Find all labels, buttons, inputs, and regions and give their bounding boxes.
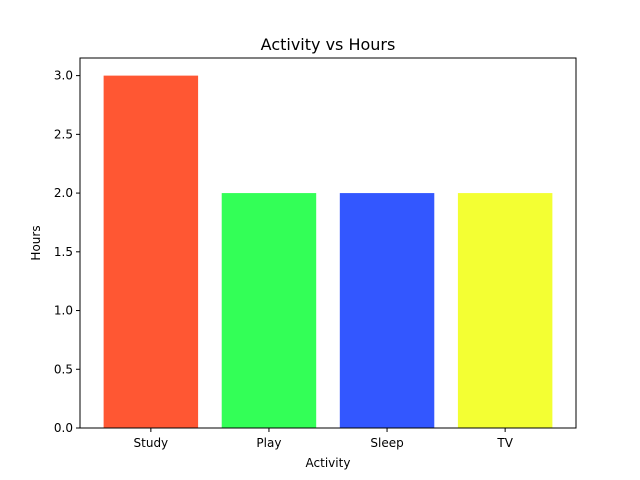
y-tick-label: 1.5 [54,245,73,259]
bar-sleep [339,193,435,428]
bars-layer [103,75,553,428]
chart-title: Activity vs Hours [261,35,396,54]
x-tick-label: TV [496,436,513,450]
bar-study [103,75,199,428]
bar-tv [457,193,553,428]
y-tick-label: 0.5 [54,362,73,376]
y-tick-label: 1.0 [54,304,73,318]
x-tick-label: Study [134,436,169,450]
plot-frame [79,57,577,429]
y-tick-label: 0.0 [54,421,73,435]
y-axis-label: Hours [29,225,43,260]
x-tick-label: Play [256,436,281,450]
y-tick-label: 2.5 [54,127,73,141]
x-axis-label: Activity [306,456,351,470]
y-tick-label: 3.0 [54,69,73,83]
bar-play [221,193,317,428]
x-ticks: Study Play Sleep TV [134,428,514,450]
y-tick-label: 2.0 [54,186,73,200]
y-ticks: 0.0 0.5 1.0 1.5 2.0 2.5 3.0 [54,69,80,435]
x-tick-label: Sleep [370,436,403,450]
